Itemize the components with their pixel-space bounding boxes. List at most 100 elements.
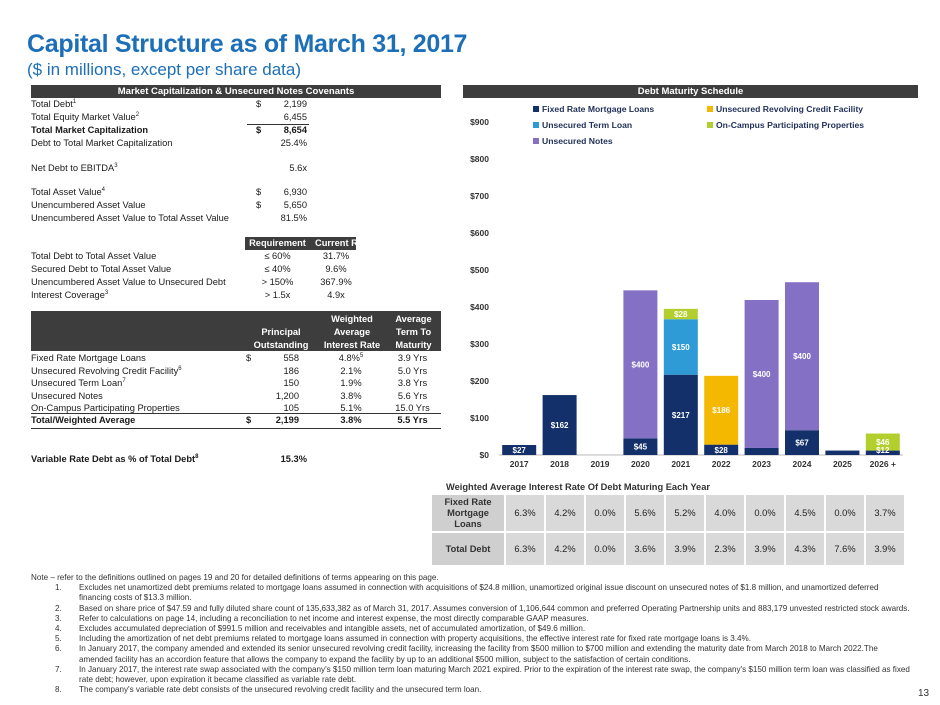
covenant-label: Interest Coverage3 [31, 290, 109, 301]
total-asset-value: 6,930 [283, 187, 307, 197]
debt-row-rate: 5.1% [340, 403, 362, 413]
y-tick-label: $500 [470, 265, 489, 275]
rate-cell: 3.9% [864, 531, 906, 567]
debt-row-principal: 186 [283, 365, 299, 376]
footnote: 6. In January 2017, the company amended a… [55, 644, 911, 664]
data-label: $27 [513, 446, 527, 455]
unencumbered-currency: $ [256, 200, 262, 210]
debt-total-rate: 3.8% [340, 415, 362, 425]
debt-row-principal: 558 [283, 353, 299, 363]
debt-row-label: Unsecured Notes [31, 390, 103, 401]
footnote-number: 8. [55, 685, 62, 695]
bar-segment [825, 450, 860, 455]
debt-row-term: 5.6 Yrs [397, 390, 428, 401]
legend-swatch [533, 106, 539, 112]
bar-segment [744, 299, 779, 448]
footnote-text: In January 2017, the company amended and… [79, 644, 878, 664]
y-tick-label: $700 [470, 191, 489, 201]
x-tick-label: 2026 + [870, 459, 896, 469]
covenant-current: 9.6% [325, 264, 347, 274]
term-header-3: Maturity [395, 340, 432, 350]
y-tick-label: $600 [470, 228, 489, 238]
footnote: 3. Refer to calculations on page 14, incl… [55, 614, 911, 624]
rate-table: Fixed Rate Mortgage Loans 6.3% 4.2% 0.0% 5.6… [430, 493, 906, 567]
debt-row-term: 3.9 Yrs [397, 353, 428, 363]
rate-cell: 3.6% [624, 531, 666, 567]
total-divider-top [31, 413, 441, 414]
debt-row-principal: 150 [283, 378, 299, 388]
rate-cell: 6.3% [504, 493, 546, 533]
footnote-text: Including the amortization of net debt p… [79, 634, 751, 644]
rate-cell: 2.3% [704, 531, 746, 567]
debt-to-market-label: Debt to Total Market Capitalization [31, 138, 173, 148]
rate-cell: 3.7% [864, 493, 906, 533]
debt-row-label: Fixed Rate Mortgage Loans [31, 353, 146, 363]
principal-header-2: Outstanding [253, 340, 309, 350]
page-number: 13 [918, 688, 930, 699]
total-equity-value: 6,455 [283, 112, 307, 122]
covenant-label: Unencumbered Asset Value to Unsecured De… [31, 277, 226, 287]
data-label: $28 [674, 310, 688, 319]
x-tick-label: 2025 [833, 459, 852, 469]
rate-cell: 0.0% [824, 493, 866, 533]
debt-row-term: 5.0 Yrs [397, 365, 428, 376]
y-tick-label: $100 [470, 413, 489, 423]
footnote-intro: Note – refer to the definitions outlined… [31, 573, 439, 582]
footnote: 4. Excludes accumulated depreciation of $… [55, 624, 911, 634]
data-label: $400 [753, 370, 771, 379]
rate-cell: 3.9% [664, 531, 706, 567]
rate-cell: 3.9% [744, 531, 786, 567]
legend-swatch [533, 122, 539, 128]
debt-row-term: 3.8 Yrs [397, 378, 428, 388]
term-header-2: Term To [395, 327, 432, 337]
covenants-header: Requirement Current Ratio [245, 237, 375, 250]
variable-rate-value: 15.3% [280, 454, 307, 464]
total-market-cap-label: Total Market Capitalization [31, 125, 149, 135]
rate-cell: 0.0% [584, 531, 626, 567]
rate-cell: 4.5% [784, 493, 826, 533]
footnote: 8. The company's variable rate debt consi… [55, 685, 911, 695]
total-asset-label: Total Asset Value4 [31, 187, 105, 198]
current-ratio-header: Current Ratio [315, 238, 375, 248]
x-tick-label: 2020 [631, 459, 650, 469]
rate-table-title: Weighted Average Interest Rate Of Debt M… [446, 482, 710, 492]
footnote-number: 1. [55, 583, 62, 593]
debt-row-rate: 4.8%5 [338, 353, 364, 364]
debt-row-label: Unsecured Revolving Credit Facility6 [31, 365, 182, 376]
data-label: $150 [672, 343, 690, 352]
debt-to-market-value: 25.4% [280, 138, 307, 148]
debt-row-rate: 2.1% [340, 365, 362, 376]
footnote: 2. Based on share price of $47.59 and ful… [55, 604, 911, 614]
unenc-to-total-value: 81.5% [280, 213, 307, 223]
data-label: $28 [715, 446, 729, 455]
data-label: $162 [551, 421, 569, 430]
debt-row-rate: 3.8% [340, 390, 362, 401]
legend-swatch [707, 106, 713, 112]
debt-row-principal: 1,200 [275, 390, 299, 401]
y-tick-label: $400 [470, 302, 489, 312]
footnote-text: Excludes net unamortized debt premiums r… [79, 583, 879, 603]
x-tick-label: 2022 [712, 459, 731, 469]
legend-label: Unsecured Revolving Credit Facility [716, 104, 863, 114]
net-debt-ebitda-label: Net Debt to EBITDA3 [31, 163, 118, 174]
debt-maturity-header: Debt Maturity Schedule [463, 85, 918, 98]
covenant-requirement: ≤ 60% [264, 251, 291, 261]
footnotes: Note – refer to the definitions outlined… [31, 573, 911, 695]
total-market-cap-value: 8,654 [283, 125, 307, 135]
x-tick-label: 2017 [510, 459, 529, 469]
debt-row-currency: $ [246, 353, 252, 363]
covenant-label: Secured Debt to Total Asset Value [31, 264, 172, 274]
debt-total-principal: 2,199 [275, 415, 299, 425]
footnote: 1. Excludes net unamortized debt premiums… [55, 583, 911, 603]
footnote-number: 7. [55, 664, 62, 674]
term-header-1: Average [395, 314, 432, 324]
data-label: $400 [793, 352, 811, 361]
footnote-number: 3. [55, 613, 62, 623]
footnote-number: 5. [55, 634, 62, 644]
covenant-current: 367.9% [320, 277, 352, 287]
rate-table-row: Fixed Rate Mortgage Loans 6.3% 4.2% 0.0% 5.6… [430, 493, 906, 533]
covenant-current: 31.7% [322, 251, 350, 261]
bar-segment [502, 445, 537, 455]
rate-cell: 0.0% [744, 493, 786, 533]
bar-segment [704, 375, 739, 445]
